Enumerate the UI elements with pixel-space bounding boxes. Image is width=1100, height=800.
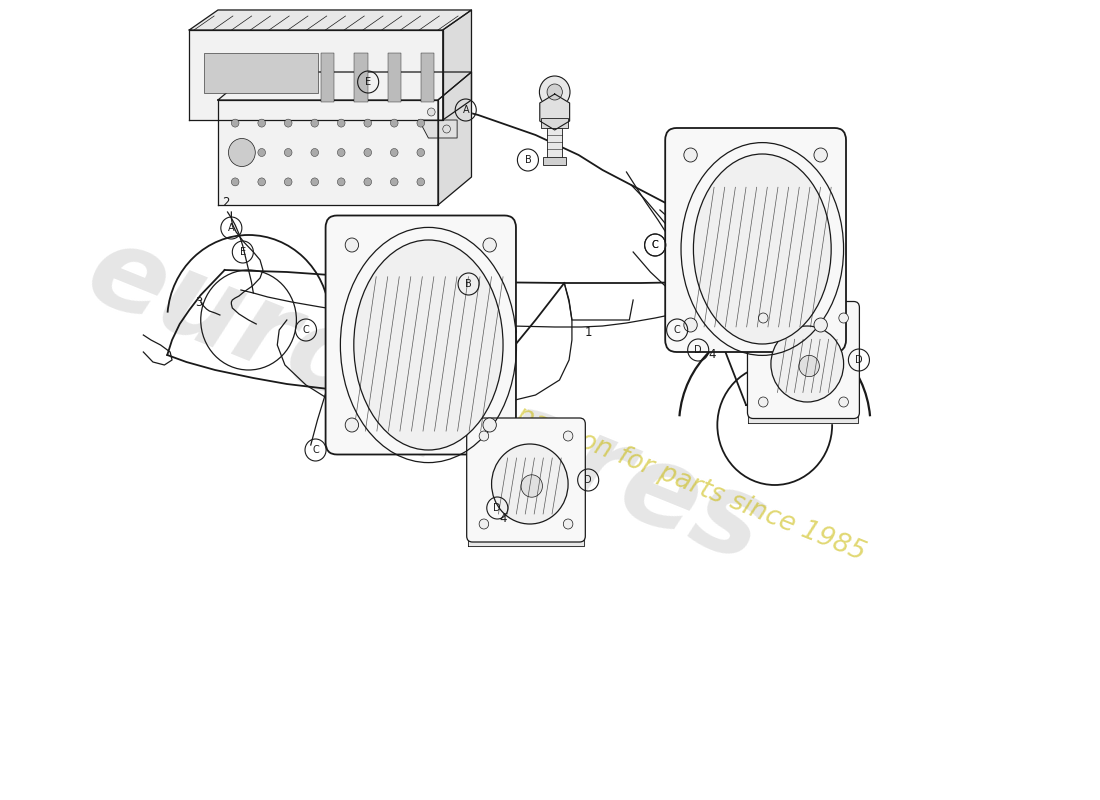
Circle shape bbox=[338, 119, 345, 127]
Circle shape bbox=[839, 397, 848, 407]
Text: C: C bbox=[674, 325, 681, 335]
Polygon shape bbox=[468, 536, 584, 546]
Circle shape bbox=[257, 149, 265, 157]
Circle shape bbox=[759, 313, 768, 323]
Polygon shape bbox=[189, 10, 472, 30]
Ellipse shape bbox=[492, 444, 568, 524]
Circle shape bbox=[285, 178, 292, 186]
Text: C: C bbox=[652, 240, 659, 250]
Text: D: D bbox=[494, 503, 502, 513]
Polygon shape bbox=[748, 413, 858, 422]
Polygon shape bbox=[438, 72, 472, 205]
Text: E: E bbox=[240, 247, 246, 257]
Circle shape bbox=[345, 238, 359, 252]
Text: D: D bbox=[855, 355, 862, 365]
Circle shape bbox=[364, 149, 372, 157]
Text: 3: 3 bbox=[195, 295, 202, 309]
Circle shape bbox=[814, 318, 827, 332]
Polygon shape bbox=[189, 30, 443, 120]
Circle shape bbox=[257, 178, 265, 186]
Circle shape bbox=[338, 149, 345, 157]
Circle shape bbox=[684, 148, 697, 162]
Circle shape bbox=[364, 178, 372, 186]
Circle shape bbox=[563, 519, 573, 529]
Polygon shape bbox=[218, 100, 438, 205]
Circle shape bbox=[759, 397, 768, 407]
Circle shape bbox=[364, 119, 372, 127]
Circle shape bbox=[417, 178, 425, 186]
Text: B: B bbox=[525, 155, 531, 165]
Circle shape bbox=[390, 119, 398, 127]
Circle shape bbox=[839, 313, 848, 323]
Circle shape bbox=[417, 119, 425, 127]
Circle shape bbox=[229, 138, 255, 166]
Polygon shape bbox=[540, 94, 570, 130]
Text: A: A bbox=[228, 223, 234, 233]
Circle shape bbox=[231, 178, 239, 186]
Polygon shape bbox=[218, 72, 472, 100]
Text: D: D bbox=[694, 345, 702, 355]
Bar bbox=[387, 53, 400, 102]
Text: 4: 4 bbox=[499, 511, 507, 525]
Circle shape bbox=[563, 431, 573, 441]
Circle shape bbox=[483, 418, 496, 432]
Text: eurospares: eurospares bbox=[72, 214, 781, 586]
Circle shape bbox=[338, 178, 345, 186]
Bar bbox=[354, 53, 367, 102]
Circle shape bbox=[480, 431, 488, 441]
Circle shape bbox=[390, 149, 398, 157]
Circle shape bbox=[390, 178, 398, 186]
FancyBboxPatch shape bbox=[326, 215, 516, 454]
Circle shape bbox=[285, 149, 292, 157]
Circle shape bbox=[231, 119, 239, 127]
Text: B: B bbox=[465, 279, 472, 289]
Circle shape bbox=[285, 119, 292, 127]
Circle shape bbox=[799, 355, 820, 377]
Text: 2: 2 bbox=[222, 195, 230, 209]
Text: D: D bbox=[584, 475, 592, 485]
Text: C: C bbox=[302, 325, 309, 335]
Text: A: A bbox=[462, 105, 469, 115]
Bar bbox=[321, 53, 334, 102]
Circle shape bbox=[257, 119, 265, 127]
Circle shape bbox=[547, 84, 562, 100]
Ellipse shape bbox=[693, 154, 832, 344]
Circle shape bbox=[311, 149, 319, 157]
Circle shape bbox=[684, 318, 697, 332]
Circle shape bbox=[311, 119, 319, 127]
Bar bbox=[547, 128, 562, 158]
FancyBboxPatch shape bbox=[666, 128, 846, 352]
Text: 4: 4 bbox=[708, 349, 716, 362]
Circle shape bbox=[521, 474, 542, 497]
Circle shape bbox=[814, 148, 827, 162]
Text: 1: 1 bbox=[584, 326, 592, 338]
Circle shape bbox=[539, 76, 570, 108]
Text: C: C bbox=[312, 445, 319, 455]
Text: a passion for parts since 1985: a passion for parts since 1985 bbox=[490, 394, 869, 566]
Bar bbox=[543, 157, 566, 165]
FancyBboxPatch shape bbox=[748, 302, 859, 418]
Circle shape bbox=[428, 108, 436, 116]
Circle shape bbox=[480, 519, 488, 529]
Polygon shape bbox=[419, 120, 458, 138]
Ellipse shape bbox=[354, 240, 503, 450]
Circle shape bbox=[417, 149, 425, 157]
Bar bbox=[541, 118, 568, 128]
Bar bbox=[204, 53, 318, 93]
Circle shape bbox=[231, 149, 239, 157]
FancyBboxPatch shape bbox=[466, 418, 585, 542]
Polygon shape bbox=[443, 10, 472, 120]
Circle shape bbox=[311, 178, 319, 186]
Circle shape bbox=[345, 418, 359, 432]
Circle shape bbox=[483, 238, 496, 252]
Text: C: C bbox=[652, 240, 659, 250]
Circle shape bbox=[443, 125, 450, 133]
Bar bbox=[421, 53, 434, 102]
Ellipse shape bbox=[771, 326, 844, 402]
Text: E: E bbox=[365, 77, 371, 87]
